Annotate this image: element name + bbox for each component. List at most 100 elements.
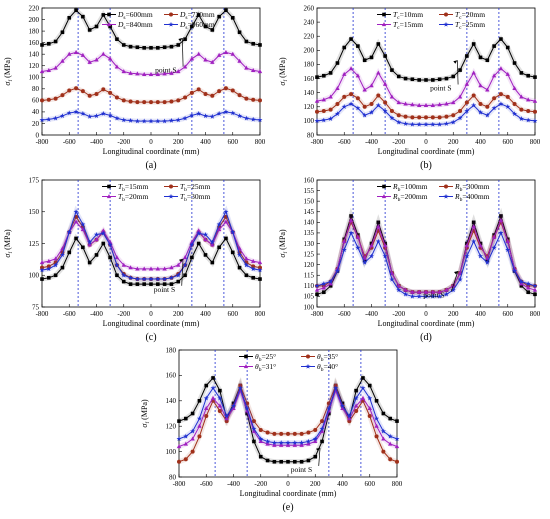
legend-label: Ds=840mm: [117, 20, 153, 31]
data-point: [382, 108, 388, 114]
data-point: [40, 98, 44, 103]
data-point: [87, 59, 92, 64]
data-point: [328, 116, 334, 121]
x-tick-label: 800: [530, 310, 541, 318]
data-point: [168, 275, 174, 280]
data-point: [292, 431, 297, 436]
y-axis-title: σf (MPa): [278, 229, 289, 258]
data-point: [245, 411, 249, 416]
data-point: [505, 71, 510, 76]
data-point: [204, 383, 209, 388]
data-point: [250, 266, 256, 271]
data-point: [519, 281, 524, 286]
data-point: [134, 118, 140, 124]
data-point: [387, 441, 393, 446]
data-point: [251, 426, 257, 431]
data-point: [321, 97, 327, 102]
data-point: [224, 416, 229, 421]
y-tick-label: 260: [304, 4, 315, 12]
legend-marker: [444, 184, 448, 189]
data-point: [155, 100, 160, 105]
data-point: [59, 113, 65, 119]
data-point: [382, 253, 388, 259]
data-point: [73, 209, 79, 214]
data-point: [306, 441, 311, 446]
data-point: [182, 262, 188, 268]
data-point: [108, 90, 113, 95]
data-point: [231, 403, 236, 408]
annotation-point-s: point S: [155, 66, 176, 75]
data-point: [252, 439, 256, 444]
y-tick-label: 120: [166, 423, 177, 431]
data-point: [175, 272, 181, 278]
data-point: [484, 259, 490, 265]
data-point: [121, 98, 126, 103]
y-tick-label: 40: [32, 108, 40, 116]
data-point: [519, 94, 524, 99]
data-point: [279, 431, 284, 436]
x-axis-title: Longitudinal coordinate (mm): [240, 489, 337, 498]
x-tick-label: -800: [311, 138, 324, 146]
panel-label: (b): [420, 160, 432, 171]
data-point: [430, 293, 436, 299]
data-point: [155, 118, 161, 124]
data-point: [251, 428, 257, 433]
data-point: [216, 227, 222, 232]
data-point: [505, 94, 510, 99]
data-point: [128, 99, 133, 104]
data-point: [498, 101, 504, 107]
data-point: [416, 121, 422, 127]
data-point: [299, 431, 304, 436]
data-point: [360, 395, 366, 400]
y-tick-label: 160: [166, 372, 177, 380]
data-point: [381, 411, 386, 416]
data-point: [210, 385, 216, 391]
data-point: [285, 440, 291, 445]
chart-panel-c: -800 -600 -400 -200 0 200 400 600 800 75 100 125 150…: [3, 176, 266, 343]
data-point: [80, 221, 86, 227]
data-point: [328, 284, 333, 288]
data-point: [525, 285, 531, 290]
data-point: [257, 267, 263, 273]
data-point: [257, 260, 263, 265]
data-point: [135, 282, 140, 286]
y-tick-label: 200: [304, 47, 315, 55]
data-point: [162, 71, 167, 76]
data-point: [381, 436, 386, 441]
y-tick-label: 135: [304, 229, 315, 237]
data-point: [362, 104, 367, 109]
data-point: [203, 113, 208, 119]
data-point: [403, 291, 409, 297]
y-tick-label: 240: [304, 18, 315, 26]
data-point: [388, 457, 393, 462]
data-point: [478, 83, 483, 88]
data-point: [505, 104, 511, 109]
data-point: [498, 217, 504, 222]
y-tick-label: 145: [304, 208, 315, 216]
data-point: [101, 228, 106, 233]
data-point: [230, 88, 235, 93]
data-point: [471, 102, 477, 108]
data-point: [315, 75, 319, 79]
y-tick-label: 180: [166, 346, 177, 354]
panel-label: (a): [145, 160, 156, 171]
data-point: [512, 268, 518, 274]
data-point: [396, 287, 402, 293]
data-point: [107, 112, 113, 118]
data-point: [410, 289, 415, 294]
data-point: [210, 395, 216, 400]
data-point: [410, 115, 415, 120]
data-point: [374, 423, 379, 428]
data-point: [491, 234, 497, 239]
data-point: [176, 436, 182, 441]
x-tick-label: -200: [392, 310, 405, 318]
data-point: [141, 71, 147, 76]
legend-label: Tb=20mm: [118, 192, 148, 203]
data-point: [149, 46, 153, 50]
y-tick-label: 150: [304, 197, 315, 205]
x-tick-label: -600: [63, 138, 76, 146]
data-point: [80, 227, 86, 232]
data-point: [478, 101, 483, 106]
y-tick-label: 160: [304, 75, 315, 83]
data-point: [348, 217, 354, 222]
